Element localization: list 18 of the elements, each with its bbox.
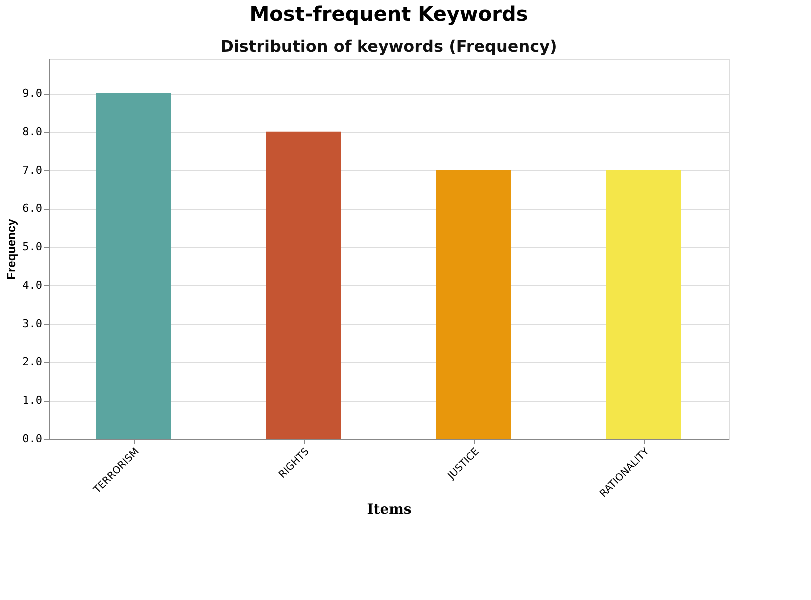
- chart-subtitle: Distribution of keywords (Frequency): [220, 37, 558, 56]
- bar: [436, 170, 512, 439]
- y-tick-label: 7.0: [22, 164, 42, 177]
- y-tick-label: 4.0: [22, 278, 42, 292]
- chart-title: Most-frequent Keywords: [250, 2, 528, 26]
- bar: [96, 94, 172, 439]
- y-tick-label: 9.0: [22, 87, 42, 100]
- x-axis-title: Items: [367, 502, 412, 518]
- y-tick-label: 6.0: [22, 202, 42, 216]
- y-tick-label: 5.0: [22, 240, 42, 254]
- y-tick-label: 8.0: [22, 125, 42, 138]
- bar: [266, 132, 342, 439]
- bar: [606, 170, 682, 439]
- y-tick-label: 0.0: [22, 432, 42, 446]
- y-tick-label: 1.0: [22, 394, 42, 408]
- y-tick-label: 2.0: [22, 356, 42, 369]
- y-axis-title: Frequency: [4, 218, 19, 280]
- y-tick-label: 3.0: [22, 317, 42, 330]
